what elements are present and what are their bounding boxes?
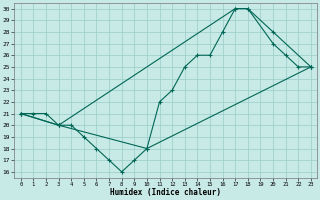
X-axis label: Humidex (Indice chaleur): Humidex (Indice chaleur): [110, 188, 221, 197]
